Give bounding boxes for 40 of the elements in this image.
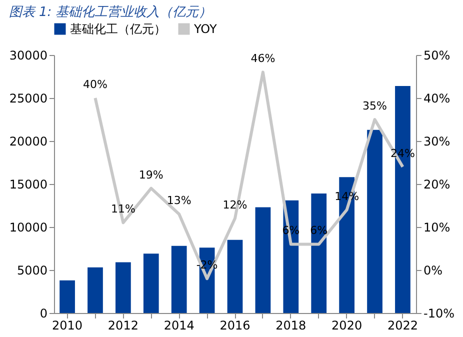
bar xyxy=(60,280,75,313)
y2-tick-label: -10% xyxy=(424,306,455,320)
bar xyxy=(88,267,103,313)
data-label: 46% xyxy=(250,52,276,66)
y-tick-label: 20000 xyxy=(9,134,48,148)
data-label: 11% xyxy=(110,202,136,216)
y-tick-label: 5000 xyxy=(16,264,48,278)
y-tick-label: 15000 xyxy=(9,178,48,192)
bar xyxy=(143,254,159,313)
x-tick-label: 2018 xyxy=(276,318,306,332)
x-tick-label: 2012 xyxy=(108,318,138,332)
data-label: 40% xyxy=(83,78,108,91)
data-label: 13% xyxy=(166,194,192,208)
data-label: 12% xyxy=(222,198,248,212)
x-tick-label: 2010 xyxy=(52,318,83,332)
bar xyxy=(311,193,327,313)
x-tick-label: 2020 xyxy=(332,318,362,332)
y2-tick-label: 40% xyxy=(424,92,450,106)
y-tick-label: 30000 xyxy=(9,48,48,62)
bar xyxy=(116,262,131,313)
y-tick-label: 25000 xyxy=(9,92,48,106)
chart-title: 图表 1: 基础化工营业收入（亿元） xyxy=(8,5,212,20)
y2-tick-label: 30% xyxy=(424,134,450,148)
legend-label: 基础化工（亿元） xyxy=(70,22,166,36)
data-label: 19% xyxy=(138,168,164,182)
y2-tick-label: 0% xyxy=(424,264,443,278)
bar xyxy=(227,240,243,313)
legend-label: YOY xyxy=(193,22,218,36)
bar xyxy=(171,246,187,313)
x-tick-label: 2014 xyxy=(164,318,194,332)
y-tick-label: 0 xyxy=(40,306,48,320)
y-tick-label: 10000 xyxy=(9,220,48,234)
data-label: 35% xyxy=(362,100,387,112)
x-tick-label: 2016 xyxy=(220,318,250,332)
bar xyxy=(367,130,382,313)
x-tick-label: 2022 xyxy=(387,318,418,332)
y2-tick-label: 50% xyxy=(424,48,450,62)
y2-tick-label: 10% xyxy=(424,220,450,234)
bar xyxy=(255,207,271,313)
y2-tick-label: 20% xyxy=(424,178,450,192)
